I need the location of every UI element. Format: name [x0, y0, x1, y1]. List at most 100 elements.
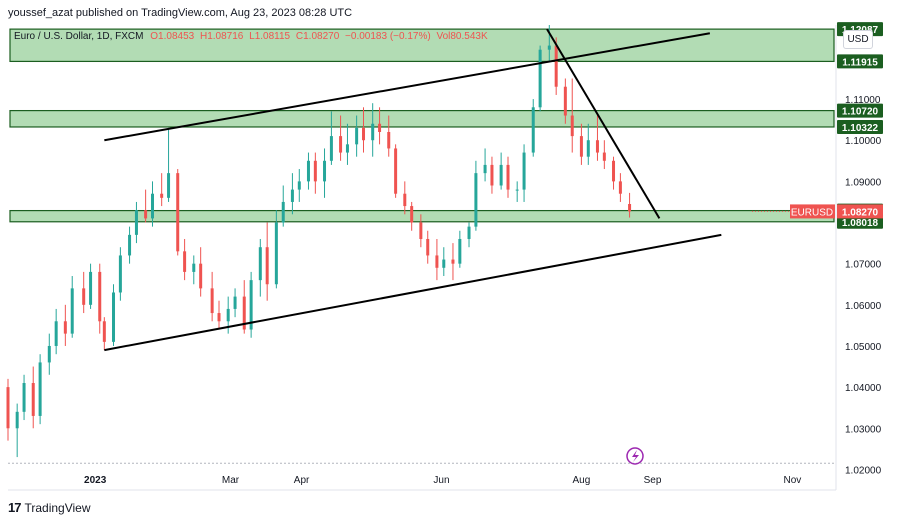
candle-body — [531, 107, 535, 153]
x-tick-label: Nov — [784, 475, 802, 486]
candle-body — [82, 288, 86, 305]
candle-body — [210, 288, 214, 314]
x-tick-label: Aug — [573, 475, 591, 486]
candle-body — [403, 193, 407, 207]
candle-body — [249, 280, 253, 330]
y-tick-label: 1.10000 — [845, 136, 882, 147]
candle-body — [618, 181, 622, 194]
candle-body — [274, 222, 278, 285]
y-tick-label: 1.02000 — [845, 465, 882, 476]
candle-body — [378, 123, 382, 132]
candle-body — [160, 193, 164, 198]
symbol-legend: Euro / U.S. Dollar, 1D, FXCM O1.08453 H1… — [14, 31, 488, 42]
candle-body — [63, 321, 67, 334]
candle-body — [419, 222, 423, 239]
candle-body — [458, 238, 462, 264]
candle-body — [242, 296, 246, 330]
support-resistance-zone — [9, 109, 835, 128]
candle-body — [345, 144, 349, 153]
candle-body — [602, 152, 606, 161]
tradingview-logo-icon: 17 — [8, 500, 22, 515]
candle-body — [474, 173, 478, 227]
y-tick-label: 1.05000 — [845, 342, 882, 353]
candle-body — [563, 86, 567, 116]
candle-body — [281, 201, 285, 223]
candles-layer — [6, 25, 632, 458]
candle-body — [183, 251, 187, 272]
candle-body — [217, 313, 221, 322]
x-tick-label: Apr — [294, 475, 310, 486]
y-tick-label: 1.06000 — [845, 301, 882, 312]
candle-body — [579, 136, 583, 157]
symbol-tag-text: EURUSD — [791, 207, 833, 218]
candle-body — [323, 160, 327, 182]
candle-body — [22, 383, 26, 412]
candle-body — [355, 127, 359, 145]
price-label-text: 1.10720 — [842, 107, 879, 118]
trendline — [104, 32, 711, 142]
candle-body — [570, 115, 574, 137]
price-label-box — [837, 103, 883, 118]
y-tick-label: 1.09000 — [845, 177, 882, 188]
candle-body — [128, 234, 132, 256]
candle-body — [329, 136, 333, 161]
candle-body — [313, 160, 317, 182]
y-tick-label: 1.07000 — [845, 260, 882, 271]
candle-body — [54, 321, 58, 346]
candle-body — [265, 247, 269, 285]
candle-body — [612, 160, 616, 182]
candle-body — [547, 45, 551, 50]
candle-body — [6, 387, 10, 429]
candle-body — [442, 259, 446, 268]
ohlc-low: L1.08115 — [249, 31, 291, 42]
candle-body — [490, 164, 494, 186]
ohlc-open: O1.08453 — [150, 31, 195, 42]
candle-body — [112, 292, 116, 342]
ohlc-change: −0.00183 (−0.17%) — [345, 31, 431, 42]
candle-body — [167, 173, 171, 198]
candle-body — [554, 45, 558, 87]
x-tick-label: Sep — [644, 475, 662, 486]
candle-body — [628, 204, 632, 212]
candle-body — [70, 288, 74, 334]
support-resistance-zone — [9, 209, 835, 223]
candle-body — [176, 173, 180, 252]
candle-body — [435, 255, 439, 268]
candle-body — [426, 238, 430, 256]
support-resistance-zone — [9, 28, 835, 63]
candle-body — [522, 152, 526, 190]
trendlines-layer — [8, 28, 836, 464]
candle-body — [297, 181, 301, 190]
candle-body — [538, 49, 542, 108]
time-axis[interactable]: 2023 Mar Apr Jun Aug Sep Nov — [84, 475, 801, 486]
ohlc-high: H1.08716 — [199, 31, 244, 42]
candle-body — [515, 189, 519, 191]
lightning-icon[interactable] — [626, 447, 644, 465]
candle-body — [89, 271, 93, 305]
candle-body — [467, 226, 471, 239]
x-tick-label: Jun — [433, 475, 449, 486]
candle-body — [394, 148, 398, 194]
candle-body — [38, 362, 42, 416]
symbol-title[interactable]: Euro / U.S. Dollar, 1D, FXCM — [14, 31, 144, 42]
candle-body — [144, 210, 148, 219]
publish-line: youssef_azat published on TradingView.co… — [8, 7, 353, 19]
candle-body — [233, 296, 237, 309]
candle-body — [339, 136, 343, 153]
footer-brand[interactable]: 17 TradingView — [8, 500, 91, 515]
price-label-text: 1.10322 — [842, 123, 879, 134]
candle-body — [586, 140, 590, 157]
currency-button[interactable]: USD — [843, 30, 873, 49]
candle-body — [290, 189, 294, 202]
trendline — [546, 28, 661, 219]
trendline — [104, 233, 722, 352]
candle-body — [226, 308, 230, 322]
candle-body — [499, 164, 503, 186]
candle-body — [15, 411, 19, 429]
current-price-box — [837, 204, 883, 219]
candle-body — [199, 263, 203, 289]
candle-body — [150, 193, 154, 219]
candle-body — [371, 123, 375, 141]
price-label-text: 1.11915 — [842, 57, 878, 68]
